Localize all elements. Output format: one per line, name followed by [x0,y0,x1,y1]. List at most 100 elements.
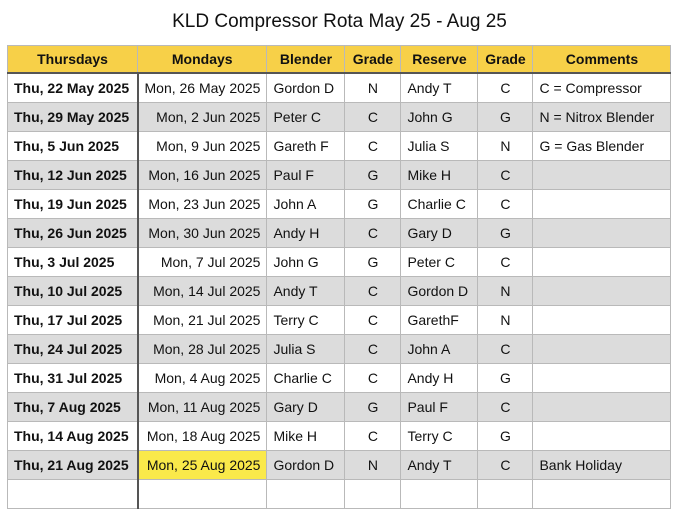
comment-cell[interactable] [532,363,672,393]
empty-blender-grade-cell[interactable] [344,479,402,509]
blender-grade-cell[interactable]: C [344,102,402,132]
blender-grade-cell[interactable]: C [344,218,402,248]
reserve-grade-cell[interactable]: C [477,72,534,103]
thursday-cell[interactable]: Thu, 17 Jul 2025 [7,305,139,335]
monday-cell[interactable]: Mon, 4 Aug 2025 [136,363,268,393]
reserve-grade-cell[interactable]: C [477,247,534,277]
reserve-cell[interactable]: John A [400,334,479,364]
monday-cell[interactable]: Mon, 16 Jun 2025 [136,160,268,190]
empty-monday-cell[interactable] [136,479,268,509]
reserve-grade-cell[interactable]: G [477,102,534,132]
blender-cell[interactable]: John G [266,247,346,277]
column-header-grade[interactable]: Grade [344,45,402,74]
blender-grade-cell[interactable]: C [344,305,402,335]
reserve-cell[interactable]: John G [400,102,479,132]
blender-grade-cell[interactable]: C [344,276,402,306]
blender-cell[interactable]: Paul F [266,160,346,190]
monday-cell[interactable]: Mon, 21 Jul 2025 [136,305,268,335]
empty-reserve-cell[interactable] [400,479,479,509]
empty-blender-cell[interactable] [266,479,346,509]
monday-cell[interactable]: Mon, 28 Jul 2025 [136,334,268,364]
thursday-cell[interactable]: Thu, 19 Jun 2025 [7,189,139,219]
comment-cell[interactable] [532,421,672,451]
reserve-grade-cell[interactable]: N [477,305,534,335]
column-header-thursdays[interactable]: Thursdays [7,45,138,74]
comment-cell[interactable] [532,276,672,306]
blender-cell[interactable]: Gordon D [266,72,346,103]
reserve-grade-cell[interactable]: G [477,421,534,451]
reserve-cell[interactable]: Andy T [400,450,479,480]
blender-cell[interactable]: Peter C [266,102,346,132]
thursday-cell[interactable]: Thu, 10 Jul 2025 [7,276,139,306]
monday-cell[interactable]: Mon, 18 Aug 2025 [136,421,268,451]
monday-cell[interactable]: Mon, 30 Jun 2025 [136,218,268,248]
thursday-cell[interactable]: Thu, 29 May 2025 [7,102,139,132]
comment-cell[interactable] [532,305,672,335]
blender-cell[interactable]: Andy T [266,276,346,306]
blender-grade-cell[interactable]: C [344,363,402,393]
blender-grade-cell[interactable]: G [344,160,402,190]
reserve-cell[interactable]: Charlie C [400,189,479,219]
reserve-grade-cell[interactable]: G [477,363,534,393]
empty-reserve-grade-cell[interactable] [477,479,534,509]
thursday-cell[interactable]: Thu, 5 Jun 2025 [7,131,139,161]
column-header-blender[interactable]: Blender [266,45,346,74]
comment-cell[interactable]: Bank Holiday [532,450,672,480]
blender-grade-cell[interactable]: C [344,421,402,451]
comment-cell[interactable] [532,218,672,248]
reserve-grade-cell[interactable]: C [477,160,534,190]
blender-grade-cell[interactable]: N [344,450,402,480]
column-header-reserve-grade[interactable]: Grade [477,45,534,74]
reserve-cell[interactable]: Peter C [400,247,479,277]
thursday-cell[interactable]: Thu, 12 Jun 2025 [7,160,139,190]
comment-cell[interactable] [532,189,672,219]
thursday-cell[interactable]: Thu, 14 Aug 2025 [7,421,139,451]
monday-cell[interactable]: Mon, 7 Jul 2025 [136,247,268,277]
thursday-cell[interactable]: Thu, 21 Aug 2025 [7,450,139,480]
reserve-cell[interactable]: GarethF [400,305,479,335]
monday-cell[interactable]: Mon, 11 Aug 2025 [136,392,268,422]
comment-cell[interactable] [532,334,672,364]
reserve-cell[interactable]: Andy H [400,363,479,393]
comment-cell[interactable]: N = Nitrox Blender [532,102,672,132]
reserve-cell[interactable]: Paul F [400,392,479,422]
reserve-grade-cell[interactable]: C [477,334,534,364]
monday-cell[interactable]: Mon, 2 Jun 2025 [136,102,268,132]
thursday-cell[interactable]: Thu, 22 May 2025 [7,72,139,103]
reserve-grade-cell[interactable]: N [477,276,534,306]
blender-cell[interactable]: Terry C [266,305,346,335]
comment-cell[interactable]: G = Gas Blender [532,131,672,161]
column-header-reserve[interactable]: Reserve [400,45,479,74]
comment-cell[interactable] [532,392,672,422]
reserve-cell[interactable]: Mike H [400,160,479,190]
blender-cell[interactable]: Mike H [266,421,346,451]
monday-cell[interactable]: Mon, 25 Aug 2025 [136,450,268,480]
blender-grade-cell[interactable]: G [344,247,402,277]
reserve-grade-cell[interactable]: N [477,131,534,161]
blender-cell[interactable]: Charlie C [266,363,346,393]
comment-cell[interactable] [532,247,672,277]
thursday-cell[interactable]: Thu, 31 Jul 2025 [7,363,139,393]
thursday-cell[interactable]: Thu, 7 Aug 2025 [7,392,139,422]
blender-grade-cell[interactable]: C [344,131,402,161]
reserve-cell[interactable]: Gary D [400,218,479,248]
comment-cell[interactable]: C = Compressor [532,72,672,103]
empty-comment-cell[interactable] [532,479,672,509]
blender-grade-cell[interactable]: G [344,392,402,422]
reserve-cell[interactable]: Andy T [400,72,479,103]
reserve-grade-cell[interactable]: C [477,450,534,480]
monday-cell[interactable]: Mon, 26 May 2025 [136,72,268,103]
thursday-cell[interactable]: Thu, 3 Jul 2025 [7,247,139,277]
comment-cell[interactable] [532,160,672,190]
reserve-cell[interactable]: Terry C [400,421,479,451]
thursday-cell[interactable]: Thu, 26 Jun 2025 [7,218,139,248]
blender-cell[interactable]: Andy H [266,218,346,248]
monday-cell[interactable]: Mon, 9 Jun 2025 [136,131,268,161]
thursday-cell[interactable]: Thu, 24 Jul 2025 [7,334,139,364]
blender-cell[interactable]: Julia S [266,334,346,364]
column-header-comments[interactable]: Comments [532,45,672,74]
blender-grade-cell[interactable]: N [344,72,402,103]
reserve-grade-cell[interactable]: C [477,392,534,422]
reserve-grade-cell[interactable]: G [477,218,534,248]
blender-cell[interactable]: Gordon D [266,450,346,480]
